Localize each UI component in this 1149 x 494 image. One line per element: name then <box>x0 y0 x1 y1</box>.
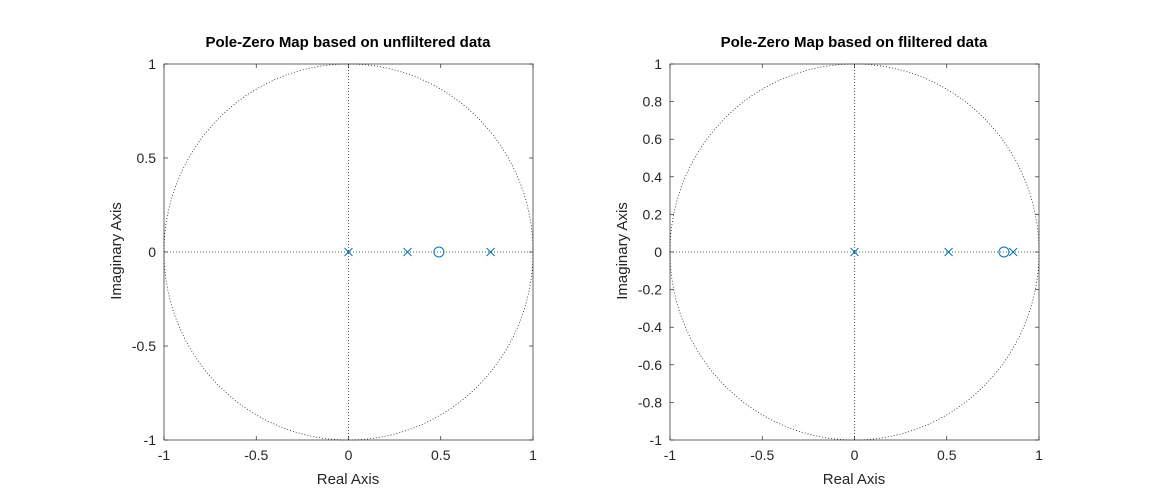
left-pole-zero-plot: Pole-Zero Map based on unfliltered data … <box>108 34 537 488</box>
right-ytick-label: 0.6 <box>643 131 663 147</box>
right-ytick-label: -0.4 <box>638 319 662 335</box>
right-pole-marker-stroke <box>944 247 953 257</box>
left-zero-marker <box>433 246 445 258</box>
left-ytick-label: 0 <box>148 244 156 260</box>
right-pole-marker <box>850 247 859 257</box>
left-xtick-label: -0.5 <box>244 447 268 463</box>
left-ytick-label: -1 <box>144 432 157 448</box>
left-plot-title: Pole-Zero Map based on unfliltered data <box>205 34 491 51</box>
left-pole-marker-stroke <box>486 247 495 257</box>
right-plot-ylabel: Imaginary Axis <box>614 202 631 300</box>
left-pole-marker-stroke <box>344 247 353 257</box>
left-pole-marker <box>486 247 495 257</box>
left-xtick-label: 0.5 <box>431 447 451 463</box>
left-xtick-label: 0 <box>345 447 353 463</box>
right-ytick-label: 0.2 <box>643 206 663 222</box>
left-xtick-label: -1 <box>158 447 171 463</box>
right-xtick-label: 1 <box>1035 447 1043 463</box>
left-plot-ylabel: Imaginary Axis <box>108 202 125 300</box>
right-xtick-label: -0.5 <box>750 447 774 463</box>
right-ytick-label: 0 <box>654 244 662 260</box>
left-pole-marker-stroke <box>403 247 412 257</box>
right-ytick-label: 0.8 <box>643 94 663 110</box>
right-ytick-label: 0.4 <box>643 169 663 185</box>
left-pole-marker <box>344 247 353 257</box>
right-pole-marker <box>1008 247 1018 257</box>
right-pole-marker <box>944 247 953 257</box>
left-ytick-label: 1 <box>148 56 156 72</box>
left-ytick-label: 0.5 <box>137 150 157 166</box>
left-pole-marker <box>403 247 412 257</box>
right-xtick-label: 0.5 <box>937 447 957 463</box>
right-plot-title: Pole-Zero Map based on fliltered data <box>721 34 988 51</box>
right-ytick-label: 1 <box>654 56 662 72</box>
right-zero-marker <box>998 246 1010 258</box>
right-pole-zero-plot: Pole-Zero Map based on fliltered data Re… <box>614 34 1043 488</box>
left-plot-xlabel: Real Axis <box>317 471 380 488</box>
right-ytick-label: -0.2 <box>638 282 662 298</box>
right-ytick-label: -0.8 <box>638 394 662 410</box>
right-pole-marker-stroke <box>1008 247 1018 257</box>
right-xtick-label: -1 <box>664 447 677 463</box>
right-plot-xlabel: Real Axis <box>823 471 886 488</box>
left-xtick-label: 1 <box>529 447 537 463</box>
right-ytick-label: -0.6 <box>638 357 662 373</box>
left-ytick-label: -0.5 <box>132 338 156 354</box>
right-xtick-label: 0 <box>851 447 859 463</box>
right-ytick-label: -1 <box>650 432 663 448</box>
right-pole-marker-stroke <box>850 247 859 257</box>
